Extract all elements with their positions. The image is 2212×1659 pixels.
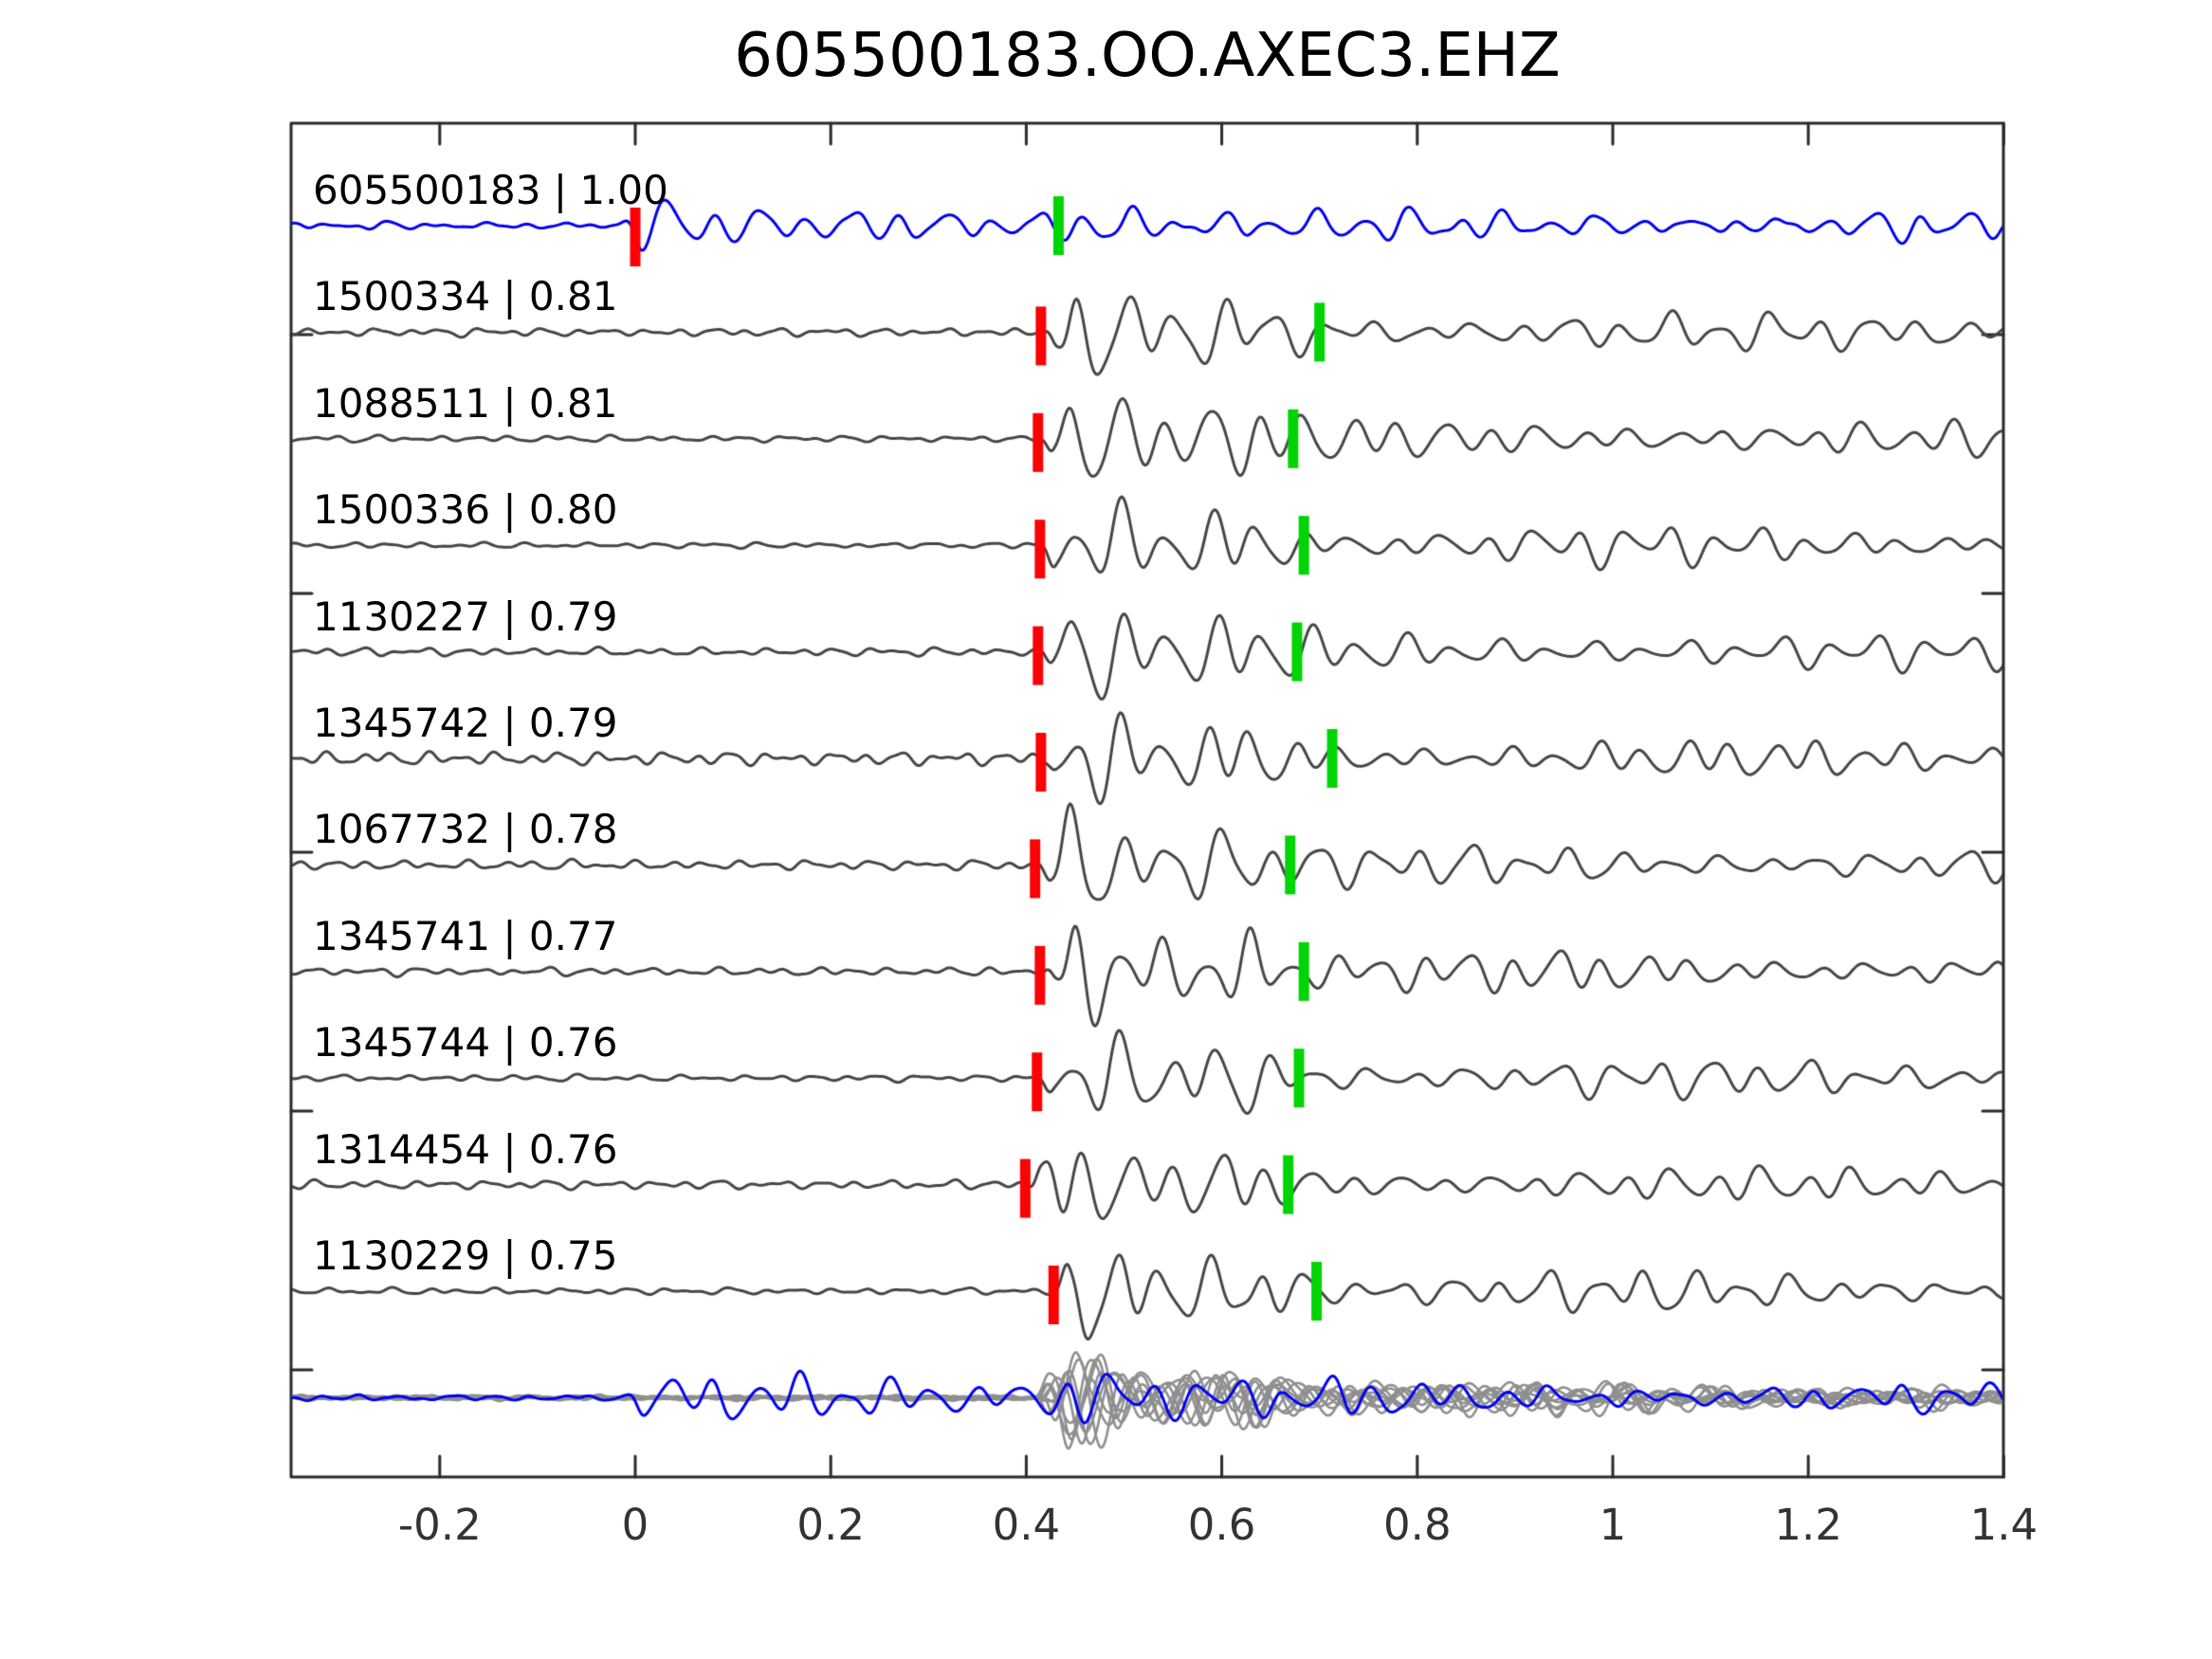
trace-label-1345744: 1345744 | 0.76 bbox=[313, 1019, 618, 1066]
plot-title: 605500183.OO.AXEC3.EHZ bbox=[734, 21, 1561, 91]
x-tick-label-1.4: 1.4 bbox=[1969, 1500, 2038, 1550]
trace-label-1345741: 1345741 | 0.77 bbox=[313, 912, 618, 959]
trace-label-1314454: 1314454 | 0.76 bbox=[313, 1125, 618, 1173]
trace-label-1500334: 1500334 | 0.81 bbox=[313, 273, 618, 320]
trace-label-1130227: 1130227 | 0.79 bbox=[313, 592, 618, 640]
trace-label-1130229: 1130229 | 0.75 bbox=[313, 1232, 618, 1279]
x-tick-label-0: 0 bbox=[621, 1500, 649, 1550]
trace-label-1067732: 1067732 | 0.78 bbox=[313, 806, 618, 853]
trace-label-605500183: 605500183 | 1.00 bbox=[313, 167, 668, 213]
x-tick-label-0.6: 0.6 bbox=[1187, 1500, 1256, 1550]
trace-label-1345742: 1345742 | 0.79 bbox=[313, 700, 618, 746]
x-tick-label-0.4: 0.4 bbox=[992, 1500, 1061, 1550]
x-tick-label-1: 1 bbox=[1599, 1500, 1627, 1550]
x-tick-label--0.2: -0.2 bbox=[397, 1500, 482, 1550]
x-tick-label-0.8: 0.8 bbox=[1383, 1500, 1452, 1550]
trace-label-1500336: 1500336 | 0.80 bbox=[313, 486, 618, 534]
trace-label-1088511: 1088511 | 0.81 bbox=[313, 379, 618, 427]
x-tick-label-0.2: 0.2 bbox=[796, 1500, 865, 1550]
x-tick-label-1.2: 1.2 bbox=[1774, 1500, 1842, 1550]
